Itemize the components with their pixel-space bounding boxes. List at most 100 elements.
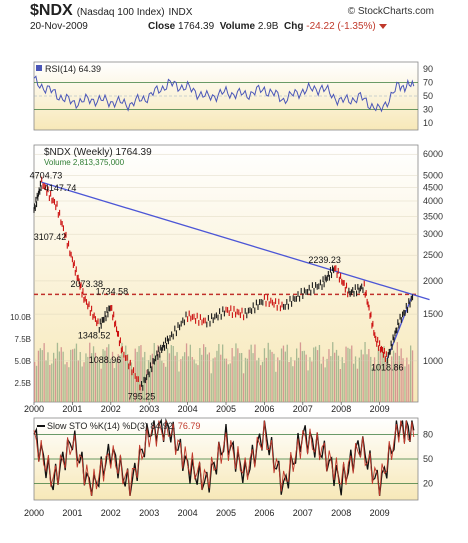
volume-bar bbox=[322, 356, 324, 402]
volume-bar bbox=[165, 366, 167, 402]
sto-legend-prefix: Slow STO %K(14) %D(3) 84.92, bbox=[47, 421, 175, 431]
volume-bar bbox=[146, 369, 148, 402]
volume-bar bbox=[394, 352, 397, 402]
volume-bar bbox=[347, 347, 349, 402]
volume-bar bbox=[258, 357, 260, 402]
rsi-panel: 90 70 50 30 10 RSI(14) 64.39 bbox=[33, 61, 433, 131]
volume-bar bbox=[330, 356, 332, 402]
volume-bar bbox=[106, 347, 108, 402]
volume-bar bbox=[301, 351, 303, 402]
price-tick-label: 4000 bbox=[423, 196, 443, 206]
volume-bar bbox=[305, 354, 307, 402]
volume-bar bbox=[286, 344, 288, 402]
volume-bar bbox=[119, 355, 121, 402]
volume-bar bbox=[64, 364, 66, 402]
price-annotation: 4704.73 bbox=[30, 170, 63, 180]
price-annotation: 1734.58 bbox=[96, 286, 129, 296]
sto-tick-label: 50 bbox=[423, 454, 433, 464]
x-axis-label-price: 2002 bbox=[101, 404, 121, 414]
volume-bar bbox=[379, 349, 381, 402]
price-annotation: 1018.86 bbox=[371, 363, 404, 373]
volume-bar bbox=[170, 345, 172, 402]
volume-bar bbox=[75, 343, 78, 402]
volume-bar bbox=[351, 345, 353, 402]
volume-bar bbox=[252, 353, 254, 402]
volume-bar bbox=[130, 362, 133, 402]
volume-bar bbox=[237, 348, 239, 402]
volume-bar bbox=[108, 344, 110, 402]
volume-bar bbox=[288, 362, 290, 402]
volume-bar bbox=[89, 342, 91, 402]
downward-trendline bbox=[41, 181, 430, 301]
volume-bar bbox=[115, 361, 117, 402]
price-tick-label: 3000 bbox=[423, 229, 443, 239]
volume-bar bbox=[102, 349, 104, 402]
x-axis-label-price: 2003 bbox=[139, 404, 159, 414]
volume-bar bbox=[343, 363, 345, 402]
x-axis-label-price: 2004 bbox=[178, 404, 198, 414]
volume-bar bbox=[72, 349, 74, 402]
price-annotation: 3107.42 bbox=[34, 232, 67, 242]
rising-trendline bbox=[386, 295, 413, 359]
volume-bar bbox=[73, 348, 76, 402]
volume-bar bbox=[58, 351, 60, 402]
volume-bar bbox=[172, 346, 174, 402]
volume-bar bbox=[387, 356, 389, 402]
x-axis-label-sto: 2003 bbox=[139, 508, 159, 518]
volume-bar bbox=[153, 343, 155, 402]
volume-bar bbox=[299, 342, 302, 402]
volume-bar bbox=[41, 350, 43, 402]
rsi-legend: RSI(14) 64.39 bbox=[45, 64, 101, 74]
volume-bar bbox=[339, 369, 341, 402]
volume-bar bbox=[358, 357, 360, 402]
volume-bar bbox=[275, 371, 277, 402]
volume-bar bbox=[332, 342, 334, 402]
volume-bar bbox=[68, 367, 70, 402]
volume-bar bbox=[218, 344, 220, 402]
brand-watermark: © StockCharts.com bbox=[347, 6, 434, 17]
volume-bar bbox=[149, 355, 152, 402]
chart-date: 20-Nov-2009 bbox=[30, 21, 88, 32]
volume-bar bbox=[54, 358, 57, 402]
chart-title: $NDX (Nasdaq 100 Index) INDX bbox=[30, 2, 192, 20]
volume-bar bbox=[87, 356, 89, 402]
volume-bar bbox=[35, 365, 38, 402]
volume-bar bbox=[47, 352, 49, 402]
volume-bar bbox=[410, 345, 412, 402]
volume-bar bbox=[362, 354, 364, 402]
volume-bar bbox=[125, 345, 127, 402]
chg-pct: (-1.35%) bbox=[337, 21, 376, 32]
volume-bar bbox=[199, 348, 201, 402]
x-axis: 2000 2000 2001 2001 2002 2002 2003 2003 2004 2004… bbox=[24, 402, 390, 518]
volume-bar bbox=[85, 353, 87, 402]
volume-bar bbox=[280, 348, 283, 402]
volume-bar bbox=[161, 360, 163, 402]
price-tick-label: 3500 bbox=[423, 211, 443, 221]
volume-bar bbox=[241, 353, 243, 402]
volume-bar bbox=[326, 358, 328, 402]
volume-bar bbox=[263, 348, 266, 402]
volume-bar bbox=[60, 347, 62, 402]
x-axis-label-sto: 2007 bbox=[293, 508, 313, 518]
volume-bar bbox=[83, 362, 85, 402]
volume-bar bbox=[364, 342, 366, 402]
volume-tick-label: 10.0B bbox=[10, 313, 31, 322]
volume-bar bbox=[292, 366, 294, 402]
volume-bar bbox=[127, 354, 129, 402]
exchange: INDX bbox=[168, 7, 193, 18]
volume-bar bbox=[356, 368, 359, 402]
volume-bar bbox=[204, 347, 207, 402]
x-axis-label-sto: 2001 bbox=[62, 508, 82, 518]
volume-bar bbox=[334, 352, 336, 402]
volume-bar bbox=[408, 364, 410, 402]
volume-bar bbox=[349, 348, 351, 402]
x-axis-label-sto: 2008 bbox=[331, 508, 351, 518]
rsi-tick-label: 30 bbox=[423, 105, 433, 115]
x-axis-label-price: 2000 bbox=[24, 404, 44, 414]
volume-bar bbox=[411, 350, 414, 402]
volume-bar bbox=[244, 357, 247, 402]
volume-bar bbox=[180, 359, 182, 402]
volume-bar bbox=[182, 356, 184, 402]
volume-bar bbox=[147, 360, 150, 402]
volume-bar bbox=[320, 363, 322, 402]
